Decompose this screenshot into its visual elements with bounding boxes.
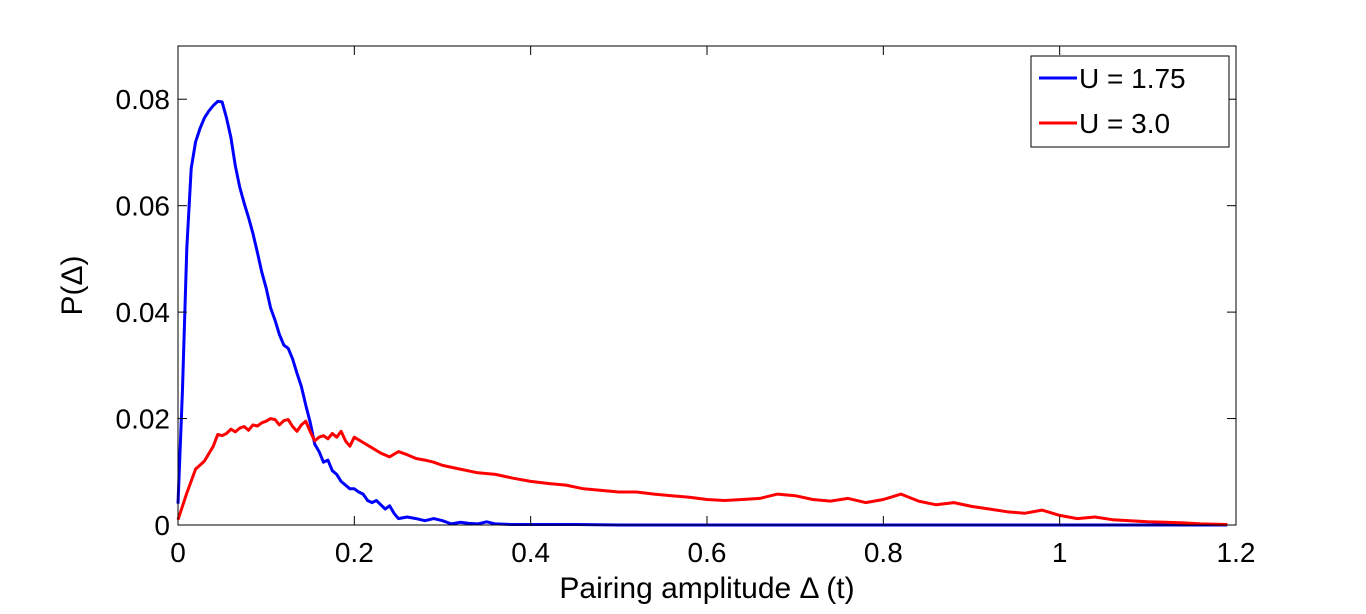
legend-label-u-3-0: U = 3.0 [1079,108,1170,139]
y-tick-label: 0 [154,510,170,541]
x-tick-label: 0 [170,537,186,568]
x-tick-label: 0.6 [688,537,727,568]
x-axis-title: Pairing amplitude Δ (t) [559,572,854,605]
x-tick-label: 0.8 [864,537,903,568]
y-axis-title: P(Δ) [56,255,89,315]
legend: U = 1.75 U = 3.0 [1030,55,1230,148]
series-line-u-3-0 [176,417,1228,526]
x-tick-label: 0.2 [335,537,374,568]
x-tick-label: 1 [1052,537,1068,568]
x-tick-label: 0.4 [511,537,550,568]
y-tick-label: 0.08 [116,84,171,115]
y-tick-label: 0.04 [116,297,171,328]
series-line-u-1-75 [176,99,1228,527]
y-tick-label: 0.06 [116,191,171,222]
legend-label-u-1-75: U = 1.75 [1079,63,1186,94]
legend-box [1030,55,1230,148]
y-tick-label: 0.02 [116,404,171,435]
axis-ticks: 0 0.2 0.4 0.6 0.8 1 1.2 0 0.02 0.04 0.06 0.08 [116,46,1256,568]
x-tick-label: 1.2 [1217,537,1256,568]
series-layer [176,99,1228,527]
